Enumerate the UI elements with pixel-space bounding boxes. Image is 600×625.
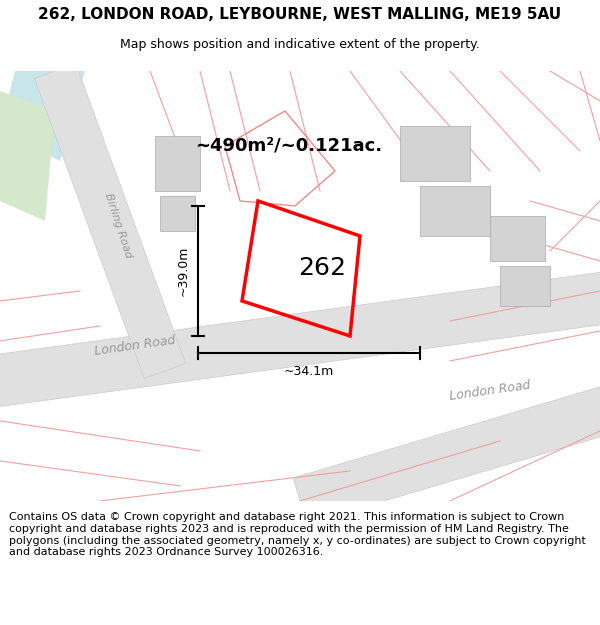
Text: 262, LONDON ROAD, LEYBOURNE, WEST MALLING, ME19 5AU: 262, LONDON ROAD, LEYBOURNE, WEST MALLIN… [38, 8, 562, 22]
Polygon shape [0, 71, 85, 161]
Text: Map shows position and indicative extent of the property.: Map shows position and indicative extent… [120, 38, 480, 51]
Polygon shape [0, 270, 600, 409]
Text: Birling Road: Birling Road [103, 192, 133, 260]
Text: Contains OS data © Crown copyright and database right 2021. This information is : Contains OS data © Crown copyright and d… [9, 512, 586, 558]
Polygon shape [400, 126, 470, 181]
Text: ~39.0m: ~39.0m [177, 246, 190, 296]
Polygon shape [155, 136, 200, 191]
Polygon shape [420, 186, 490, 236]
Polygon shape [293, 383, 600, 524]
Text: ~490m²/~0.121ac.: ~490m²/~0.121ac. [195, 137, 382, 155]
Polygon shape [0, 91, 55, 221]
Polygon shape [490, 216, 545, 261]
Polygon shape [160, 196, 195, 231]
Text: London Road: London Road [94, 334, 176, 358]
Text: London Road: London Road [449, 379, 532, 403]
Text: ~34.1m: ~34.1m [284, 365, 334, 378]
Text: 262: 262 [299, 256, 347, 281]
Polygon shape [34, 63, 185, 379]
Polygon shape [500, 266, 550, 306]
